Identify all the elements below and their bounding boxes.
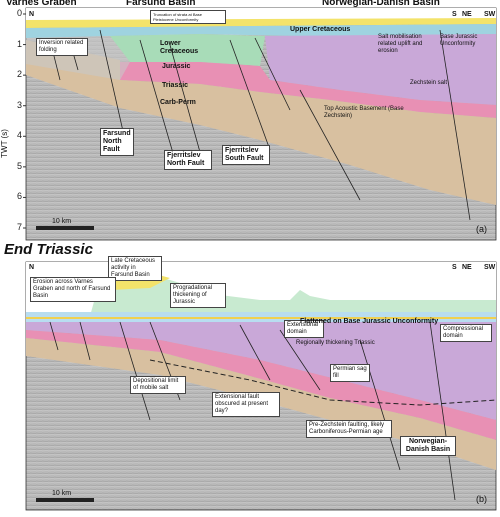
end-label: N [29,264,35,271]
end-label: NE [462,264,472,271]
fault-label: Fjerritslev North Fault [164,150,212,170]
fault-label: Fjerritslev South Fault [222,145,270,165]
layer-label: Carb-Perm [160,99,196,106]
header: Farsund Basin [126,0,196,8]
layer-label: Jurassic [162,63,191,70]
annotation: Progradational thickening of Jurassic [170,283,226,308]
annotation: Compressional domain [440,324,492,342]
annotation: Late Cretaceous activity in Farsund Basi… [108,256,162,281]
annotation: Regionally thickening Triassic [296,340,375,346]
tick-label: 7 [16,222,22,232]
panel-title: End Triassic [4,241,93,258]
annotation: Salt mobilisation related uplift and ero… [378,34,423,54]
annotation: Erosion across Varnes Graben and north o… [30,277,116,302]
annotation: Top Acoustic Basement (Base Zechstein) [324,106,404,119]
annotation: Inversion related folding [36,38,88,56]
layer-label: Upper Cretaceous [290,26,351,33]
tick-label: 2 [16,69,22,80]
panel-a [25,7,497,241]
layer-label: Lower Cretaceous [160,40,199,55]
tick-label: 0 [16,8,22,18]
tick-label: 1 [16,38,22,49]
tick-label: 6 [16,191,22,202]
layer-label: Triassic [162,82,189,89]
end-label: S [452,264,457,271]
fault-label: Farsund North Fault [100,128,134,156]
panel-tag: (a) [476,224,487,234]
annotation: Flattened on Base Jurassic Unconformity [300,318,439,325]
panel-b [25,261,497,511]
scale-label: 10 km [52,490,72,497]
annotation: Extensional fault obscured at present da… [212,392,280,417]
header: Varnes Graben [6,0,77,8]
annotation: Pre-Zechstein faulting, likely Carbonife… [306,420,392,438]
end-label: S [452,11,457,18]
end-label: NE [462,11,472,18]
annotation: Norwegian-Danish Basin [400,436,456,456]
annotation: Base Jurassic Unconformity [440,34,478,47]
annotation: Permian sag fill [330,364,370,382]
annotation: Zechstein salt [410,80,448,86]
end-label: N [29,11,35,18]
tick-label: 3 [16,99,22,110]
header: Norwegian-Danish Basin [322,0,440,8]
end-label: SW [484,11,496,18]
tick-label: 5 [16,160,22,171]
tick-label: 4 [16,130,22,141]
scale-label: 10 km [52,218,72,225]
end-label: SW [484,264,496,271]
annotation: Depositional limit of mobile salt [130,376,186,394]
panel-tag: (b) [476,494,487,504]
axis-label: TWT (s) [0,129,9,158]
annotation: Truncation of strata at Base Pleistocene… [150,10,226,24]
annotation: Extensional domain [284,320,324,338]
